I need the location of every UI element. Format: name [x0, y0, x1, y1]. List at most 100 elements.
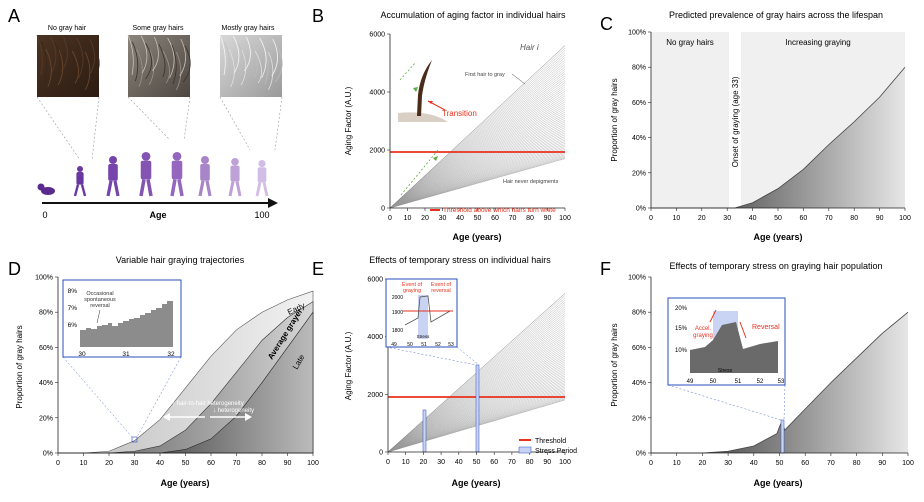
- chart-title-d: Variable hair graying trajectories: [116, 255, 245, 265]
- age-axis-end: 100: [254, 210, 269, 220]
- x-tick-label: 70: [509, 215, 517, 222]
- hair-line: [389, 101, 566, 209]
- hair-strand: [136, 48, 143, 88]
- hair-line: [389, 138, 566, 209]
- inset-f-x-49: 49: [687, 379, 694, 385]
- axes-f: 0 10 20 30 40 50 60 70 80 90 100 0% 20% 40% 60% 80% 100%: [628, 275, 914, 468]
- hair-strand: [61, 36, 68, 72]
- panel-letter-e: E: [312, 259, 324, 279]
- legend-threshold-text: Threshold: [535, 438, 566, 445]
- inset-f-x-50: 50: [710, 379, 717, 385]
- inset-e-x-52: 52: [435, 342, 441, 348]
- inset-f-reversal: Reversal: [752, 324, 780, 331]
- hair-line: [389, 117, 566, 209]
- hair-strand: [67, 43, 75, 78]
- hair-line: [389, 73, 566, 209]
- zoom-marker-d: [131, 436, 138, 443]
- y-tick-label: 4000: [367, 334, 383, 341]
- x-tick-label: 60: [491, 215, 499, 222]
- y-tick-label: 80%: [39, 310, 53, 317]
- panel-e: E Effects of temporary stress on individ…: [312, 255, 577, 488]
- person-silhouette: [141, 152, 151, 161]
- chart-title-c: Predicted prevalence of gray hairs acros…: [669, 10, 883, 20]
- y-axis-label-f: Proportion of gray hairs: [610, 323, 619, 406]
- x-tick-label: 0: [386, 459, 390, 466]
- inset-d-y-8: 8%: [68, 288, 78, 295]
- x-tick-label: 10: [80, 460, 88, 467]
- hair-line: [389, 129, 566, 209]
- x-tick-label: 50: [182, 460, 190, 467]
- x-tick-label: 40: [455, 459, 463, 466]
- hair-line: [389, 125, 566, 209]
- hair-strand: [54, 42, 61, 80]
- panel-d: D Variable hair graying trajectories 0 10…: [8, 255, 319, 488]
- y-tick-label: 80%: [632, 310, 646, 317]
- y-tick-label: 2000: [367, 392, 383, 399]
- x-tick-label: 10: [673, 460, 681, 467]
- hair-line: [389, 52, 566, 209]
- chart-title-e: Effects of temporary stress on individua…: [369, 255, 551, 265]
- hair-line: [389, 99, 566, 209]
- hair-strand: [167, 37, 175, 79]
- x-tick-label: 50: [774, 215, 782, 222]
- hair-line: [389, 93, 566, 209]
- hair-strand: [250, 43, 258, 78]
- x-tick-label: 70: [825, 215, 833, 222]
- hair-strand: [140, 35, 148, 74]
- swatch-connectors: [36, 96, 283, 161]
- panel-letter-f: F: [600, 259, 611, 279]
- y-tick-label: 6000: [367, 277, 383, 284]
- x-axis-label-e: Age (years): [451, 478, 500, 488]
- annotation-more-heterogeneity: ↑ hair-to-hair heterogeneity: [172, 401, 244, 407]
- hair-strand: [179, 38, 186, 77]
- legend-stress-swatch: [518, 446, 532, 454]
- inset-d: 8% 7% 6% 30 31 32 Occasional spontaneous…: [62, 279, 182, 358]
- x-tick-label: 30: [439, 215, 447, 222]
- panel-letter-b: B: [312, 6, 324, 26]
- hair-line: [389, 68, 566, 209]
- x-tick-label: 60: [490, 459, 498, 466]
- age-axis-start: 0: [42, 210, 47, 220]
- annotation-hair-i: Hair i: [520, 43, 539, 52]
- hair-line: [389, 82, 566, 209]
- prevalence-area-f: [651, 312, 908, 453]
- x-tick-label: 50: [474, 215, 482, 222]
- x-tick-label: 90: [543, 459, 551, 466]
- hair-line: [389, 119, 566, 209]
- hair-line: [389, 143, 566, 209]
- y-tick-label: 0: [379, 450, 383, 457]
- stress-band-20: [422, 409, 427, 453]
- hair-swatch-dark: [37, 35, 99, 97]
- hair-line: [389, 131, 566, 209]
- y-axis-label-d: Proportion of gray hairs: [15, 325, 24, 408]
- annotation-never-depigments: Hair never depigments: [503, 179, 559, 185]
- legend-stress-text: Stress Period: [535, 448, 577, 455]
- x-tick-label: 60: [801, 460, 809, 467]
- hair-strand: [49, 35, 57, 74]
- inset-e-y-1900: 1900: [392, 310, 403, 316]
- inset-e-event2-b: reversal: [431, 288, 451, 294]
- inset-e: 2000 1900 1800 49 50 51 52 53 Stress Eve…: [385, 278, 458, 348]
- onset-label: Onset of graying (age 33): [731, 76, 740, 167]
- hair-line: [389, 149, 566, 209]
- hair-lines-b: [389, 45, 566, 209]
- hair-line: [389, 121, 566, 209]
- x-tick-label: 50: [473, 459, 481, 466]
- annotation-less-heterogeneity: ↓ heterogeneity: [213, 408, 254, 414]
- axes-c: 0 10 20 30 40 50 60 70 80 90 100 0% 20% 40% 60% 80% 100%: [628, 30, 911, 223]
- x-tick-label: 20: [420, 459, 428, 466]
- inset-e-y-2000: 2000: [392, 295, 403, 301]
- panel-f: F Effects of temporary stress on graying…: [600, 259, 914, 488]
- inset-d-annotation-2: spontaneous: [84, 297, 116, 303]
- inset-d-annotation-1: Occasional: [86, 291, 113, 297]
- x-axis-label-b: Age (years): [452, 232, 501, 242]
- hair-swatch-mixed: [128, 35, 190, 97]
- y-axis-label-b: Aging Factor (A.U.): [344, 86, 353, 155]
- inset-f-y-15: 15%: [675, 326, 688, 332]
- hair-line: [389, 71, 566, 209]
- hair-line: [389, 113, 566, 209]
- x-tick-label: 70: [508, 459, 516, 466]
- inset-f-x-53: 53: [778, 379, 785, 385]
- hair-strand: [145, 42, 152, 80]
- hair-line: [389, 154, 566, 209]
